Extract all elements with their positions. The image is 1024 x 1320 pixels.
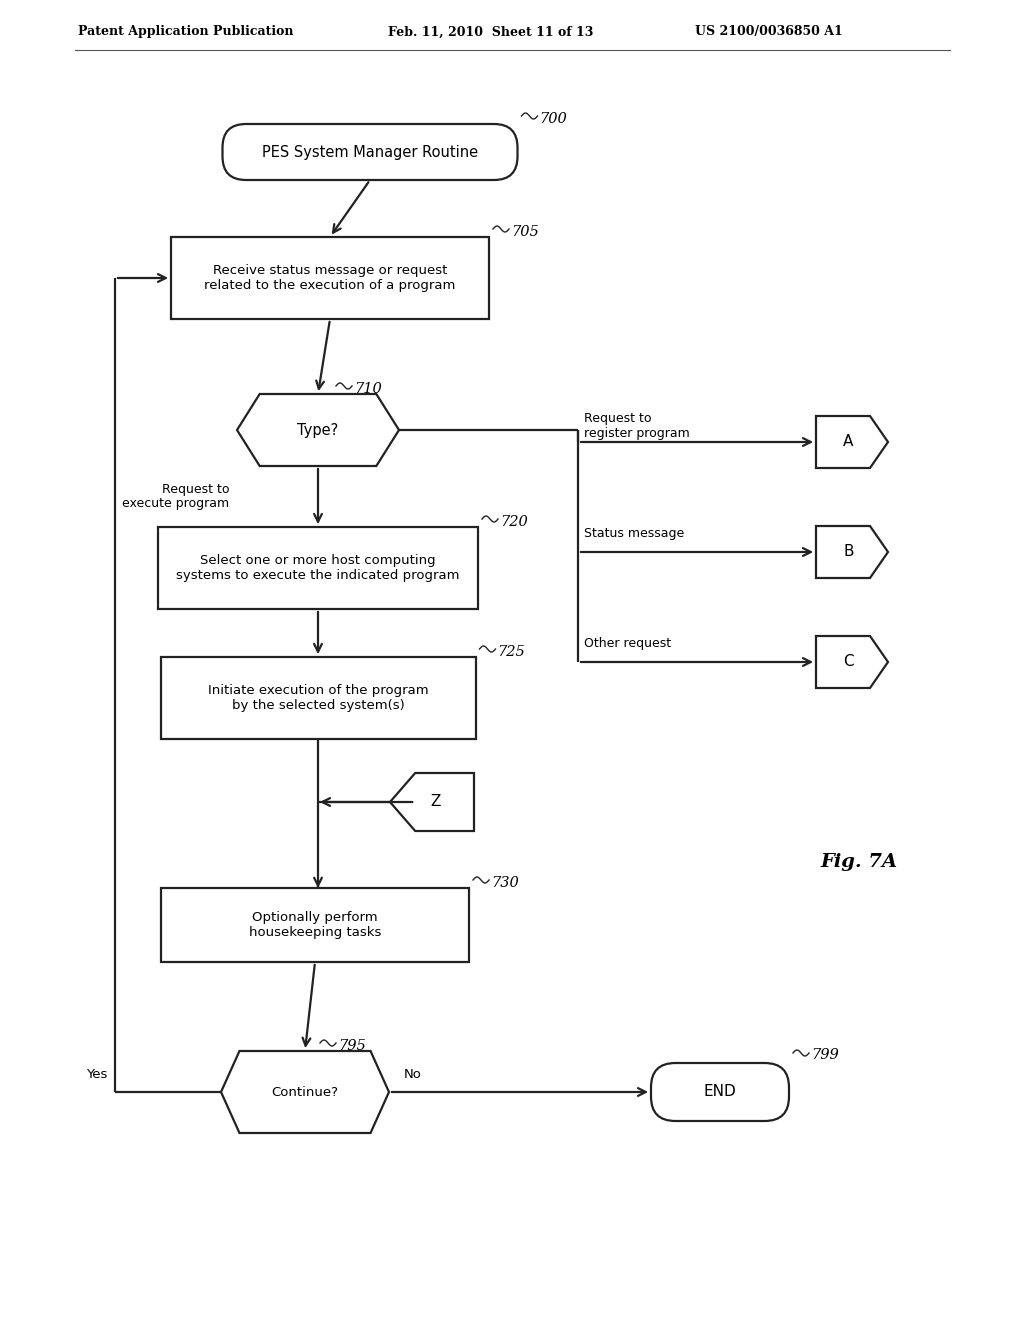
- Bar: [161, 657, 475, 739]
- Text: B: B: [843, 544, 854, 560]
- FancyBboxPatch shape: [222, 124, 517, 180]
- Polygon shape: [221, 1051, 389, 1133]
- Polygon shape: [390, 774, 474, 832]
- Text: Z: Z: [431, 795, 441, 809]
- Text: Yes: Yes: [86, 1068, 106, 1081]
- Text: PES System Manager Routine: PES System Manager Routine: [262, 144, 478, 160]
- Text: Continue?: Continue?: [271, 1085, 339, 1098]
- Text: No: No: [404, 1068, 422, 1081]
- Text: Receive status message or request
related to the execution of a program: Receive status message or request relate…: [205, 264, 456, 292]
- Text: US 2100/0036850 A1: US 2100/0036850 A1: [695, 25, 843, 38]
- Text: 710: 710: [354, 381, 382, 396]
- Text: Request to
execute program: Request to execute program: [122, 483, 229, 511]
- Text: 705: 705: [511, 224, 539, 239]
- Polygon shape: [816, 416, 888, 469]
- Text: Request to
register program: Request to register program: [584, 412, 690, 440]
- Polygon shape: [816, 636, 888, 688]
- Text: C: C: [843, 655, 854, 669]
- Text: 730: 730: [490, 876, 519, 890]
- FancyBboxPatch shape: [651, 1063, 790, 1121]
- Text: Patent Application Publication: Patent Application Publication: [78, 25, 294, 38]
- Text: Select one or more host computing
systems to execute the indicated program: Select one or more host computing system…: [176, 554, 460, 582]
- Bar: [161, 888, 469, 962]
- Text: Status message: Status message: [584, 528, 684, 540]
- Bar: [171, 238, 489, 319]
- Polygon shape: [237, 393, 399, 466]
- Text: Fig. 7A: Fig. 7A: [820, 853, 897, 871]
- Polygon shape: [816, 525, 888, 578]
- Text: END: END: [703, 1085, 736, 1100]
- Text: Optionally perform
housekeeping tasks: Optionally perform housekeeping tasks: [249, 911, 381, 939]
- Text: Initiate execution of the program
by the selected system(s): Initiate execution of the program by the…: [208, 684, 428, 711]
- Text: 725: 725: [498, 645, 525, 659]
- Text: 795: 795: [338, 1039, 366, 1053]
- Text: A: A: [843, 434, 854, 450]
- Text: 720: 720: [500, 515, 527, 529]
- Bar: [158, 527, 478, 609]
- Text: Type?: Type?: [297, 422, 339, 437]
- Text: 799: 799: [811, 1048, 839, 1063]
- Text: Feb. 11, 2010  Sheet 11 of 13: Feb. 11, 2010 Sheet 11 of 13: [388, 25, 593, 38]
- Text: 700: 700: [540, 112, 567, 125]
- Text: Other request: Other request: [584, 638, 671, 651]
